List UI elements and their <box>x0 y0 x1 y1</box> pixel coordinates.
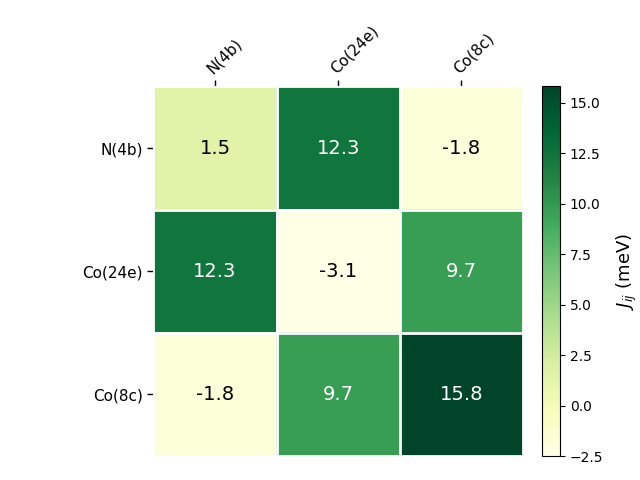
Text: 1.5: 1.5 <box>200 139 230 157</box>
Text: 15.8: 15.8 <box>440 385 483 404</box>
Text: -1.8: -1.8 <box>442 139 481 157</box>
Text: 12.3: 12.3 <box>317 139 360 157</box>
Text: -1.8: -1.8 <box>196 385 234 404</box>
Text: 9.7: 9.7 <box>323 385 354 404</box>
Text: 12.3: 12.3 <box>193 262 237 281</box>
Y-axis label: $J_{ij}$ (meV): $J_{ij}$ (meV) <box>614 233 639 310</box>
Text: -3.1: -3.1 <box>319 262 357 281</box>
Text: 9.7: 9.7 <box>446 262 477 281</box>
